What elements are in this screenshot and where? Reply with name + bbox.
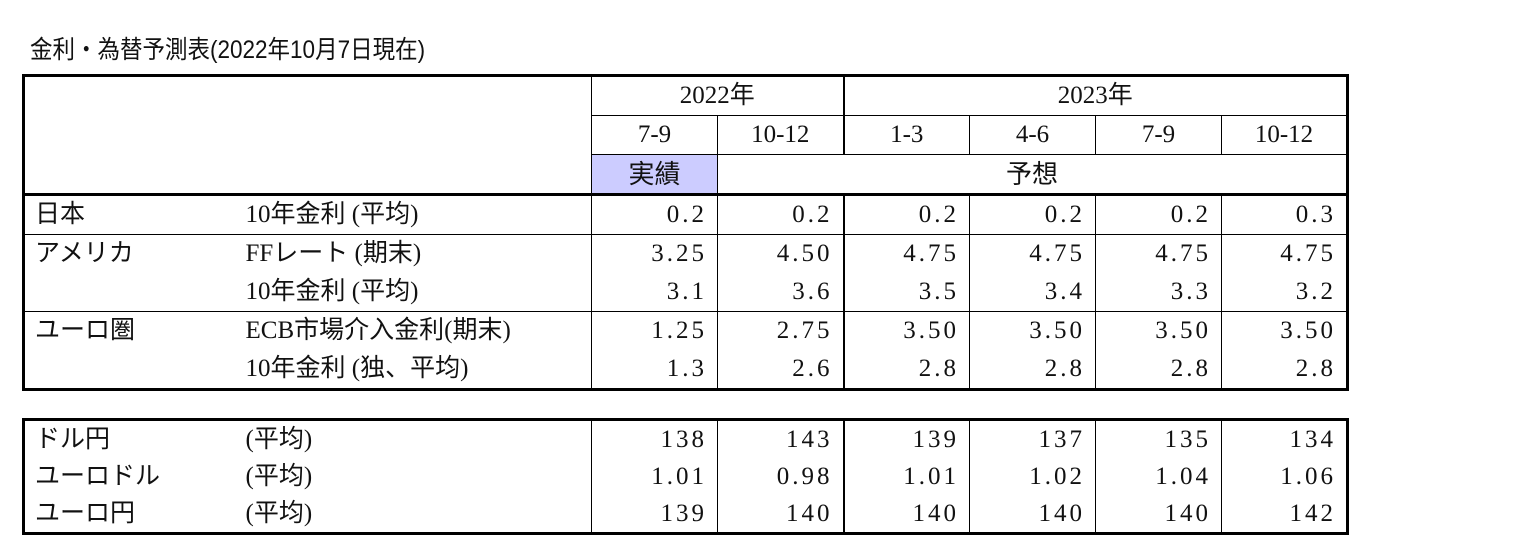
value-cell: 140 bbox=[842, 495, 970, 534]
row-group-label: ユーロ円 bbox=[35, 500, 136, 527]
period-header: 7-9 bbox=[591, 115, 718, 155]
value-cell: 135 bbox=[1095, 419, 1222, 458]
value-cell: 2.8 bbox=[842, 350, 970, 390]
value-cell: 0.3 bbox=[1221, 194, 1348, 235]
period-header: 4-6 bbox=[969, 115, 1096, 155]
year-2023: 2023年 bbox=[842, 75, 1348, 116]
row-item-label: 10年金利 (平均) bbox=[235, 194, 592, 235]
table-row: アメリカ FFレート (期末) 3.25 4.50 4.75 4.75 4.75 4.75 bbox=[24, 234, 1348, 273]
row-group-label: 日本 bbox=[23, 194, 236, 235]
value-cell: 4.50 bbox=[717, 234, 844, 273]
value-cell: 1.01 bbox=[842, 458, 970, 495]
row-item-label: (平均) bbox=[245, 500, 313, 527]
value-cell: 139 bbox=[842, 419, 970, 458]
value-cell: 143 bbox=[717, 419, 844, 458]
period-header: 10-12 bbox=[1221, 115, 1348, 155]
value-cell: 0.2 bbox=[969, 194, 1096, 235]
value-cell: 3.4 bbox=[969, 273, 1096, 312]
value-cell: 3.1 bbox=[591, 273, 718, 312]
value-cell: 0.98 bbox=[717, 458, 844, 495]
table-row: ユーロドル (平均) 1.01 0.98 1.01 1.02 1.04 1.06 bbox=[24, 458, 1348, 495]
table-row: 10年金利 (平均) 3.1 3.6 3.5 3.4 3.3 3.2 bbox=[23, 273, 1348, 312]
value-cell: 138 bbox=[591, 419, 718, 458]
table-row: 日本 10年金利 (平均) 0.2 0.2 0.2 0.2 0.2 0.3 bbox=[23, 194, 1348, 235]
row-group-label bbox=[24, 350, 236, 390]
year-2022: 2022年 bbox=[591, 75, 844, 116]
value-cell: 1.06 bbox=[1221, 458, 1348, 495]
table-row: ユーロ圏 ECB市場介入金利(期末) 1.25 2.75 3.50 3.50 3.50 3.5… bbox=[24, 311, 1348, 350]
value-cell: 0.2 bbox=[717, 194, 844, 235]
value-cell: 137 bbox=[969, 419, 1096, 458]
value-cell: 4.75 bbox=[842, 234, 970, 273]
row-group-label bbox=[23, 273, 236, 312]
row-item-label: (平均) bbox=[245, 463, 313, 490]
row-item-label: FFレート (期末) bbox=[245, 240, 422, 267]
value-cell: 1.04 bbox=[1095, 458, 1222, 495]
row-item-label: (平均) bbox=[245, 426, 313, 453]
table-row: 10年金利 (独、平均) 1.3 2.6 2.8 2.8 2.8 2.8 bbox=[24, 350, 1348, 390]
value-cell: 3.2 bbox=[1221, 273, 1348, 312]
value-cell: 2.8 bbox=[969, 350, 1096, 390]
value-cell: 140 bbox=[1095, 495, 1222, 534]
period-header: 1-3 bbox=[842, 115, 970, 155]
value-cell: 1.02 bbox=[969, 458, 1096, 495]
value-cell: 139 bbox=[591, 495, 718, 534]
row-group-label: ドル円 bbox=[35, 426, 111, 453]
row-item-label: 10年金利 (平均) bbox=[235, 273, 592, 312]
value-cell: 0.2 bbox=[1095, 194, 1222, 235]
value-cell: 0.2 bbox=[842, 194, 970, 235]
value-cell: 3.50 bbox=[1095, 311, 1222, 350]
row-group-label: アメリカ bbox=[35, 240, 134, 267]
value-cell: 2.6 bbox=[717, 350, 844, 390]
value-cell: 2.8 bbox=[1095, 350, 1222, 390]
value-cell: 140 bbox=[717, 495, 844, 534]
table-row: ドル円 (平均) 138 143 139 137 135 134 bbox=[24, 419, 1348, 458]
actual-label: 実績 bbox=[591, 154, 718, 196]
value-cell: 3.50 bbox=[969, 311, 1096, 350]
value-cell: 3.50 bbox=[842, 311, 970, 350]
forecast-label: 予想 bbox=[717, 154, 1348, 196]
value-cell: 3.3 bbox=[1095, 273, 1222, 312]
table-row: ユーロ円 (平均) 139 140 140 140 140 142 bbox=[24, 495, 1348, 534]
value-cell: 0.2 bbox=[591, 194, 718, 235]
value-cell: 4.75 bbox=[1221, 234, 1348, 273]
value-cell: 1.25 bbox=[591, 311, 718, 350]
value-cell: 2.8 bbox=[1221, 350, 1348, 390]
period-header: 10-12 bbox=[717, 115, 844, 155]
fx-table: ドル円 (平均) 138 143 139 137 135 134 ユーロドル (平均) 1.01 0.… bbox=[22, 418, 1349, 535]
rates-table: 2022年 2023年 7-9 10-12 1-3 4-6 7-9 10-12 … bbox=[22, 74, 1349, 391]
period-header: 7-9 bbox=[1095, 115, 1222, 155]
row-group-label: ユーロドル bbox=[35, 463, 161, 490]
value-cell: 142 bbox=[1221, 495, 1348, 534]
value-cell: 4.75 bbox=[1095, 234, 1222, 273]
value-cell: 3.50 bbox=[1221, 311, 1348, 350]
header-blank bbox=[23, 75, 592, 196]
value-cell: 1.3 bbox=[591, 350, 718, 390]
value-cell: 3.5 bbox=[842, 273, 970, 312]
value-cell: 2.75 bbox=[717, 311, 844, 350]
value-cell: 3.6 bbox=[717, 273, 844, 312]
value-cell: 4.75 bbox=[969, 234, 1096, 273]
page-title: 金利・為替予測表(2022年10月7日現在) bbox=[30, 36, 426, 64]
value-cell: 1.01 bbox=[591, 458, 718, 495]
row-item-label: ECB市場介入金利(期末) bbox=[245, 317, 511, 344]
value-cell: 3.25 bbox=[591, 234, 718, 273]
value-cell: 140 bbox=[969, 495, 1096, 534]
row-group-label: ユーロ圏 bbox=[35, 317, 136, 344]
value-cell: 134 bbox=[1221, 419, 1348, 458]
row-item-label: 10年金利 (独、平均) bbox=[245, 355, 469, 382]
